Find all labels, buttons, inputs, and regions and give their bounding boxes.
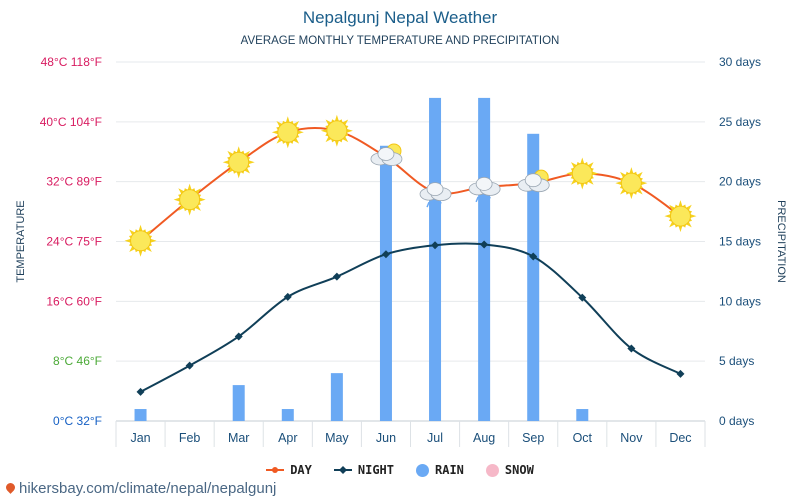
chart-subtitle: AVERAGE MONTHLY TEMPERATURE AND PRECIPIT… <box>240 35 560 47</box>
legend-label-rain: RAIN <box>435 463 464 477</box>
left-tick-label: 48°C 118°F <box>41 55 102 69</box>
right-tick-label: 20 days <box>719 175 761 189</box>
rain-dot-icon <box>416 463 429 477</box>
day-line <box>139 127 682 242</box>
right-tick-label: 10 days <box>719 294 761 308</box>
sun-icon <box>173 183 206 216</box>
legend-item-snow[interactable]: SNOW <box>485 463 534 477</box>
rain-bar <box>527 133 540 422</box>
month-label: Jun <box>376 431 396 445</box>
sun-icon <box>664 200 697 233</box>
partly-cloudy-icon <box>517 169 550 193</box>
sun-icon <box>271 116 304 149</box>
left-tick-label: 24°C 75°F <box>46 235 102 249</box>
legend-item-rain[interactable]: RAIN <box>416 463 464 477</box>
month-label: Jan <box>130 431 150 445</box>
source-link[interactable]: hikersbay.com/climate/nepal/nepalgunj <box>4 480 277 497</box>
left-axis-title: TEMPERATURE <box>15 200 27 282</box>
snow-dot-icon <box>485 463 499 477</box>
month-label: May <box>325 431 349 445</box>
day-line-icon <box>266 467 285 473</box>
sun-icon <box>222 146 255 179</box>
left-tick-label: 40°C 104°F <box>40 115 102 129</box>
rain-bar <box>429 97 442 422</box>
weather-chart: 0°C 32°F 8°C 46°F 16°C 60°F 24°C 75°F 32°C 8… <box>15 55 787 447</box>
month-label: Feb <box>179 431 201 445</box>
sun-icon <box>615 167 648 200</box>
legend-label-night: NIGHT <box>357 463 394 477</box>
right-tick-label: 15 days <box>719 235 761 249</box>
sun-icon <box>566 157 599 190</box>
right-tick-label: 25 days <box>719 115 761 129</box>
right-tick-label: 0 days <box>719 414 754 428</box>
month-label: Sep <box>522 431 544 445</box>
sun-icon <box>320 114 353 147</box>
night-point <box>234 332 243 341</box>
night-point <box>185 361 194 370</box>
rain-bar <box>330 373 343 421</box>
night-point <box>332 272 341 281</box>
right-axis-title: PRECIPITATION <box>775 200 787 283</box>
rain-bar <box>478 97 491 422</box>
rain-bar <box>379 145 392 421</box>
month-label: Dec <box>669 431 691 445</box>
rain-bar <box>576 409 589 421</box>
night-line <box>140 242 681 393</box>
night-point <box>676 369 685 378</box>
night-point <box>136 387 145 396</box>
rain-bar <box>134 409 147 421</box>
month-label: Nov <box>620 431 643 445</box>
month-label: Aug <box>473 431 495 445</box>
source-url: hikersbay.com/climate/nepal/nepalgunj <box>19 480 277 497</box>
rain-cloud-icon <box>468 177 501 203</box>
sun-icon <box>124 224 157 257</box>
month-label: Jul <box>427 431 443 445</box>
night-point <box>627 344 636 353</box>
night-point <box>578 293 587 302</box>
night-line-icon <box>333 466 352 474</box>
legend-item-night[interactable]: NIGHT <box>333 463 394 477</box>
right-tick-label: 5 days <box>719 354 754 368</box>
left-tick-label: 16°C 60°F <box>46 294 102 308</box>
month-label: Apr <box>278 431 297 445</box>
night-point <box>480 240 489 249</box>
legend-label-snow: SNOW <box>504 463 534 477</box>
night-point <box>381 250 390 259</box>
month-label: Oct <box>573 431 593 445</box>
rain-bar <box>281 409 294 421</box>
rain-bar <box>232 385 245 421</box>
legend-item-day[interactable]: DAY <box>266 463 312 477</box>
night-point <box>283 292 292 301</box>
night-point <box>431 241 440 250</box>
night-point <box>529 252 538 261</box>
month-label: Mar <box>228 431 250 445</box>
legend-label-day: DAY <box>290 463 312 477</box>
left-tick-label: 8°C 46°F <box>53 354 102 368</box>
left-tick-label: 32°C 89°F <box>46 175 102 189</box>
right-tick-label: 30 days <box>719 55 761 69</box>
left-tick-label: 0°C 32°F <box>53 414 102 428</box>
chart-title: Nepalgunj Nepal Weather <box>302 8 498 27</box>
rain-cloud-icon <box>419 182 452 208</box>
location-pin-icon <box>4 481 17 494</box>
partly-cloudy-icon <box>370 143 403 166</box>
chart-legend: DAY NIGHT RAIN SNOW <box>0 463 800 477</box>
